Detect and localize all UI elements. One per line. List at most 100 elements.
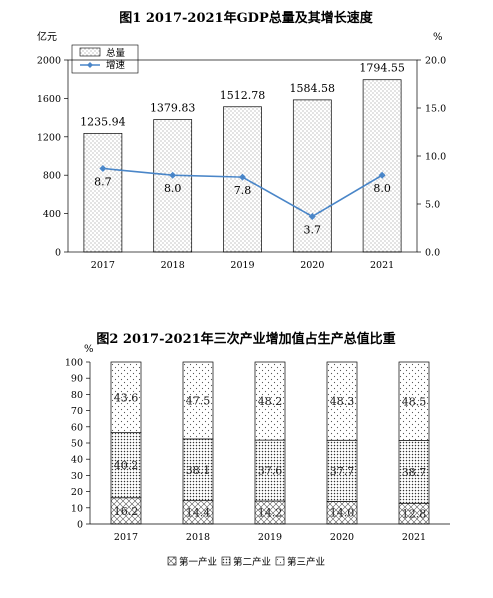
chart1-left-tick-label: 1600 [37, 94, 61, 105]
chart2-segment-2021-2 [398, 361, 430, 441]
legend-label-secondary: 第二产业 [233, 556, 271, 568]
chart2-segment-label-2021-1: 38.7 [402, 466, 427, 479]
chart2-category-2017: 2017 [114, 532, 138, 543]
chart2-tick-label: 30 [71, 471, 83, 482]
chart1-category-labels: 2017 2018 2019 2020 2021 [91, 260, 394, 271]
chart2-segment-label-2018-2: 47.5 [186, 394, 211, 407]
chart2-tick-label: 40 [71, 455, 83, 466]
chart2-segment-2021-1 [398, 440, 430, 504]
chart2-stacked-bars: 16.2 40.2 43.6 14.4 38.1 47.5 14.2 37.6 48.2 14.0… [110, 361, 430, 525]
chart1-left-tick-label: 400 [43, 209, 61, 220]
legend-label-primary: 第一产业 [179, 556, 217, 568]
chart1-growth-line: 8.7 8.0 7.8 3.7 8.0 [94, 164, 391, 236]
legend-swatch-total [79, 47, 101, 57]
chart1-category-2020: 2020 [300, 260, 324, 271]
chart2-segment-2017-2 [110, 361, 142, 433]
chart2-tick-label: 10 [71, 503, 83, 514]
chart1-bar-2020 [292, 99, 332, 253]
chart2-segment-label-2021-2: 48.5 [402, 395, 427, 408]
chart1-growth-marker-2017 [99, 164, 107, 172]
chart2-segment-2020-2 [326, 361, 358, 441]
chart2-segment-2019-1 [254, 439, 286, 502]
chart2-category-2018: 2018 [186, 532, 210, 543]
chart2-category-2020: 2020 [330, 532, 354, 543]
chart1-right-tick-label: 15.0 [425, 104, 446, 115]
chart1-bar-2018 [153, 119, 193, 253]
chart2-unit: % [84, 344, 94, 355]
chart1-category-2018: 2018 [161, 260, 185, 271]
chart2-segment-label-2018-0: 14.4 [186, 506, 211, 519]
legend-swatch-tertiary [275, 556, 285, 566]
legend-swatch-primary [167, 556, 177, 566]
chart2-tick-label: 0 [77, 520, 83, 531]
legend-label-tertiary: 第三产业 [287, 556, 325, 568]
chart1-category-2021: 2021 [370, 260, 394, 271]
chart2-segment-2017-1 [110, 432, 142, 499]
chart1-left-axis: 0 400 800 1200 1600 2000 [37, 56, 68, 259]
chart1-growth-marker-2019 [239, 173, 246, 181]
chart1-left-tick-label: 800 [43, 171, 61, 182]
chart2-segment-label-2017-1: 40.2 [114, 459, 139, 472]
chart1-growth-marker-2021 [378, 171, 386, 179]
chart1-right-unit: % [433, 32, 443, 43]
chart1-bars: 1235.94 1379.83 1512.78 1584.58 1794.55 [80, 62, 405, 253]
chart1-growth-label-2019: 7.8 [234, 184, 252, 197]
chart2-segment-label-2017-0: 16.2 [114, 505, 139, 518]
chart1-growth-marker-2020 [308, 212, 316, 220]
chart1-left-unit: 亿元 [37, 30, 57, 43]
legend-label-growth: 增速 [106, 59, 126, 71]
chart1-right-tick-label: 20.0 [425, 56, 446, 67]
chart1-growth-marker-2018 [169, 171, 177, 179]
chart2-category-2021: 2021 [402, 532, 426, 543]
chart2-legend: 第一产业 第二产业 第三产业 [167, 556, 325, 568]
chart2-segment-2017-0 [110, 497, 142, 525]
chart1-left-tick-label: 0 [55, 248, 61, 259]
chart2-tick-label: 90 [71, 374, 83, 385]
chart2-tick-label: 20 [71, 487, 83, 498]
chart1-left-tick-label: 1200 [37, 132, 61, 143]
chart1-right-tick-label: 5.0 [425, 200, 440, 211]
chart2-category-2019: 2019 [258, 532, 282, 543]
chart1-bar-2021 [362, 79, 402, 253]
chart1-right-tick-label: 10.0 [425, 152, 446, 163]
chart1-bar-label-2017: 1235.94 [80, 115, 126, 128]
chart2-tick-label: 100 [65, 358, 83, 369]
legend-swatch-growth-marker [87, 62, 93, 68]
chart2-segment-2018-1 [182, 438, 214, 502]
chart2-segment-label-2019-0: 14.2 [258, 506, 283, 519]
chart2-segment-label-2019-1: 37.6 [258, 465, 283, 478]
chart2-segment-label-2020-0: 14.0 [330, 507, 355, 520]
chart2-segment-label-2019-2: 48.2 [258, 395, 283, 408]
chart2-title: 图2 2017-2021年三次产业增加值占生产总值比重 [96, 331, 395, 347]
chart2-segment-label-2020-1: 37.7 [330, 465, 355, 478]
legend-swatch-secondary [221, 556, 231, 566]
chart1-bar-label-2021: 1794.55 [359, 62, 405, 75]
chart1-growth-label-2018: 8.0 [164, 182, 182, 195]
chart1-title: 图1 2017-2021年GDP总量及其增长速度 [119, 10, 373, 26]
chart2-tick-label: 80 [71, 390, 83, 401]
chart2-segment-label-2017-2: 43.6 [114, 391, 139, 404]
chart1-growth-label-2021: 8.0 [373, 182, 391, 195]
chart2-tick-label: 60 [71, 422, 83, 433]
chart1-right-axis: 0.0 5.0 10.0 15.0 20.0 [417, 56, 446, 259]
legend-label-total: 总量 [106, 47, 126, 59]
chart2-category-labels: 2017 2018 2019 2020 2021 [114, 532, 426, 543]
chart1-bar-2017 [83, 132, 123, 253]
chart1-right-tick-label: 0.0 [425, 248, 440, 259]
chart2-tick-label: 50 [71, 439, 83, 450]
chart1-legend: 总量 增速 [71, 44, 139, 74]
chart2-segment-2018-2 [182, 361, 214, 440]
chart1-category-2019: 2019 [230, 260, 254, 271]
chart1-plot-frame [67, 59, 418, 253]
chart2-segment-2019-2 [254, 361, 286, 441]
chart1-growth-label-2017: 8.7 [94, 175, 112, 188]
chart2-y-axis: 0 10 20 30 40 50 60 70 80 90 100 [65, 358, 90, 531]
chart1-bar-label-2020: 1584.58 [290, 82, 336, 95]
chart2-segment-label-2020-2: 48.3 [330, 395, 355, 408]
chart1-category-2017: 2017 [91, 260, 115, 271]
chart1-left-tick-label: 2000 [37, 56, 61, 67]
chart1-bar-label-2018: 1379.83 [150, 102, 196, 115]
chart2-segment-label-2021-0: 12.8 [402, 508, 427, 521]
